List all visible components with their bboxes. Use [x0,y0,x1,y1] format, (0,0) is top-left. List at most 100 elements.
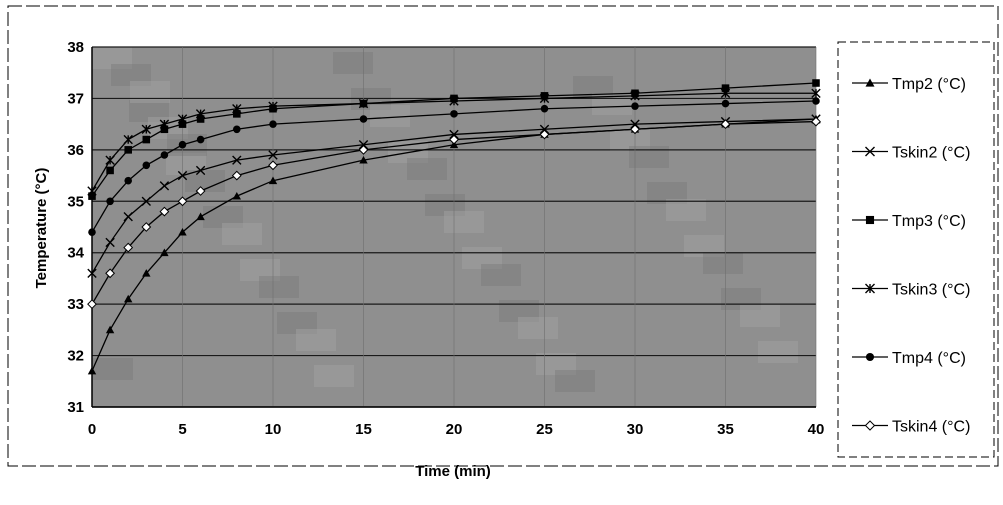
data-point [269,120,277,128]
legend-label: Tmp3 (°C) [892,213,966,230]
data-point [195,165,206,176]
data-point [105,237,115,248]
data-point [232,155,242,165]
data-point [196,135,205,144]
x-tick-label: 10 [265,421,282,438]
texture-block [93,358,133,380]
texture-block [407,158,447,180]
texture-block [259,276,299,298]
data-point [232,104,242,114]
data-point [177,170,188,181]
plot-area: 31 32 33 34 35 36 37 38 0 5 10 15 20 25 30 35 40 [67,39,824,438]
data-point [812,97,820,105]
data-point [631,102,639,110]
data-point [142,135,151,144]
texture-block [684,235,724,257]
data-point [812,79,820,87]
data-point [720,88,731,98]
texture-block [518,317,558,339]
data-point [123,212,133,222]
data-point [539,124,550,134]
texture-block [499,300,539,322]
texture-block [129,100,169,122]
legend-item: Tmp2 (°C) [852,76,966,93]
legend-label: Tmp4 (°C) [892,350,966,367]
data-point [87,366,97,375]
data-point [160,248,169,257]
legend-item: Tmp4 (°C) [852,350,966,367]
y-tick-label: 35 [67,193,84,210]
data-point [160,125,169,134]
y-tick-label: 36 [67,142,84,159]
data-point [233,110,241,118]
data-point [142,269,151,277]
data-point [124,294,133,303]
data-point [630,119,640,129]
data-point [721,99,730,108]
data-point [539,129,550,140]
data-point [231,170,242,181]
y-tick-label: 38 [67,39,84,56]
data-point [358,140,369,150]
texture-block [92,47,132,69]
data-point [540,104,549,113]
texture-block [647,182,687,204]
data-point [160,151,169,159]
y-tick-label: 32 [67,348,84,365]
data-point [865,215,875,225]
data-point [358,144,369,155]
data-point [359,155,368,164]
texture-block [703,252,743,274]
data-point [178,227,187,236]
data-point [865,352,875,362]
y-tick-label: 31 [67,399,84,416]
data-point [233,125,241,134]
texture-block [333,52,373,74]
data-point [105,155,115,165]
texture-block [481,264,521,286]
data-point [195,109,206,119]
data-point [124,146,132,154]
y-tick-label: 37 [67,90,84,107]
data-point [124,176,132,185]
data-point [123,242,134,253]
x-tick-label: 35 [717,421,734,438]
texture-block [573,76,613,98]
data-point [177,196,188,207]
data-point [539,93,550,104]
x-tick-label: 20 [446,421,463,438]
legend-item: Tskin3 (°C) [852,282,970,299]
x-tick-label: 5 [178,421,186,438]
y-tick-label: 33 [67,296,84,313]
data-point [87,268,97,278]
texture-block [629,146,669,168]
texture-block [536,353,576,375]
x-tick-label: 40 [808,421,825,438]
texture-block [130,81,170,103]
chart-border [7,5,999,467]
texture-block [111,64,151,86]
data-point [177,114,188,124]
data-point [196,212,205,221]
texture-block [666,199,706,221]
data-point [159,119,170,129]
x-tick-label: 30 [627,421,644,438]
texture-block [758,341,798,363]
texture-block [296,329,336,351]
data-point [195,186,206,196]
texture-block [555,370,595,392]
data-point [721,84,730,92]
data-point [358,98,369,109]
texture-block [203,206,243,228]
legend-label: Tskin2 (°C) [892,145,970,162]
data-point [178,140,187,149]
data-point [630,124,640,135]
data-point [106,166,114,175]
data-point [630,91,640,101]
data-point [159,206,170,217]
data-point [159,181,170,191]
legend-box [837,41,995,458]
texture-block [610,129,650,151]
data-point [811,88,821,98]
data-point [864,420,876,431]
